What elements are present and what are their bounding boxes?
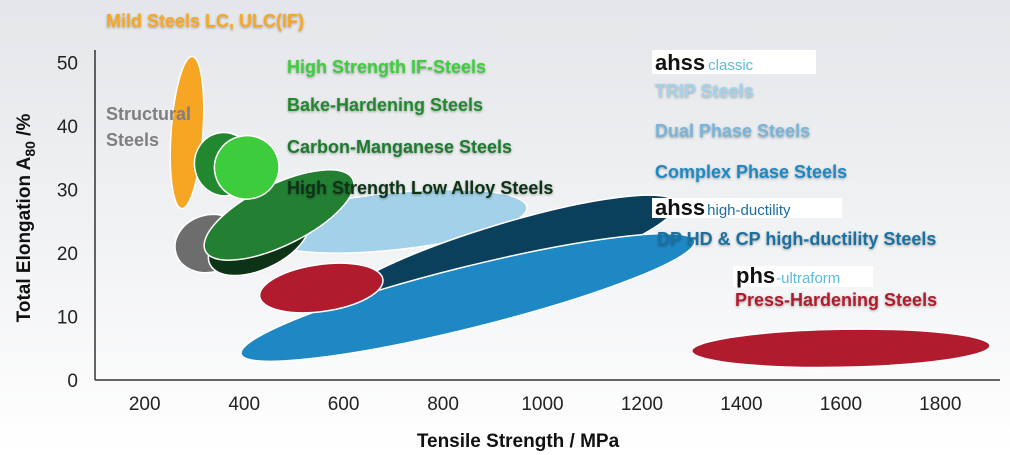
x-axis-title: Tensile Strength / MPa <box>417 431 620 452</box>
x-tick-label: 200 <box>129 394 161 415</box>
label-mild-steels: Mild Steels LC, ULC(IF) <box>106 11 304 31</box>
region-press-hardening-steels <box>690 328 991 369</box>
y-tick-label: 50 <box>57 54 78 75</box>
x-tick-label: 1400 <box>720 394 762 415</box>
x-tick-label: 1800 <box>919 394 961 415</box>
label-carbon-manganese: Carbon-Manganese Steels <box>287 137 512 157</box>
y-axis-title-main: Total Elongation A <box>14 156 35 322</box>
y-axis-title: Total Elongation A80 /% <box>14 114 38 323</box>
brand-phs-box <box>733 266 873 287</box>
regions-layer <box>169 55 991 369</box>
brand-ahss-high-ductility: ahss high-ductility <box>655 195 791 220</box>
y-tick-label: 0 <box>67 371 78 392</box>
label-hsla: High Strength Low Alloy Steels <box>287 178 553 198</box>
y-tick-label: 30 <box>57 181 78 202</box>
label-structural-line1: Structural <box>106 104 191 124</box>
brand-phs-ultraform: phs-ultraform <box>736 263 840 288</box>
label-dp-hd-cp: DP HD & CP high-ductility Steels <box>657 229 936 249</box>
x-tick-label: 1200 <box>621 394 663 415</box>
region-mild-steels-lc-ulc-if <box>169 55 205 210</box>
x-tick-label: 600 <box>328 394 360 415</box>
brand-ahss-classic-box <box>652 50 816 74</box>
region-press-hardening-steels-low <box>258 262 384 314</box>
brand-ahss-classic: ahss classic <box>655 50 754 75</box>
x-tick-label: 1000 <box>521 394 563 415</box>
ticks-layer: 200 400 600 800 1000 1200 1400 1600 1800 0 10 20 30 4… <box>57 54 962 415</box>
x-tick-label: 400 <box>228 394 260 415</box>
y-tick-label: 20 <box>57 244 78 265</box>
label-structural-line2: Steels <box>106 130 159 150</box>
y-axis-title-unit: /% <box>14 114 35 142</box>
label-bake-hardening: Bake-Hardening Steels <box>287 95 483 115</box>
label-press-hardening: Press-Hardening Steels <box>735 290 937 310</box>
label-complex-phase: Complex Phase Steels <box>655 162 847 182</box>
y-tick-label: 10 <box>57 308 78 329</box>
label-dual-phase: Dual Phase Steels <box>655 121 810 141</box>
y-tick-label: 40 <box>57 117 78 138</box>
x-tick-label: 800 <box>427 394 459 415</box>
region-dual-phase-steels <box>240 232 696 363</box>
label-hs-if-steels: High Strength IF-Steels <box>287 57 486 77</box>
label-trip-steels: TRIP Steels <box>655 81 754 101</box>
x-tick-label: 1600 <box>820 394 862 415</box>
y-axis-title-sub: 80 <box>22 141 38 157</box>
brand-ahss-hd-box <box>652 198 842 218</box>
region-high-strength-if-steels <box>213 134 280 200</box>
